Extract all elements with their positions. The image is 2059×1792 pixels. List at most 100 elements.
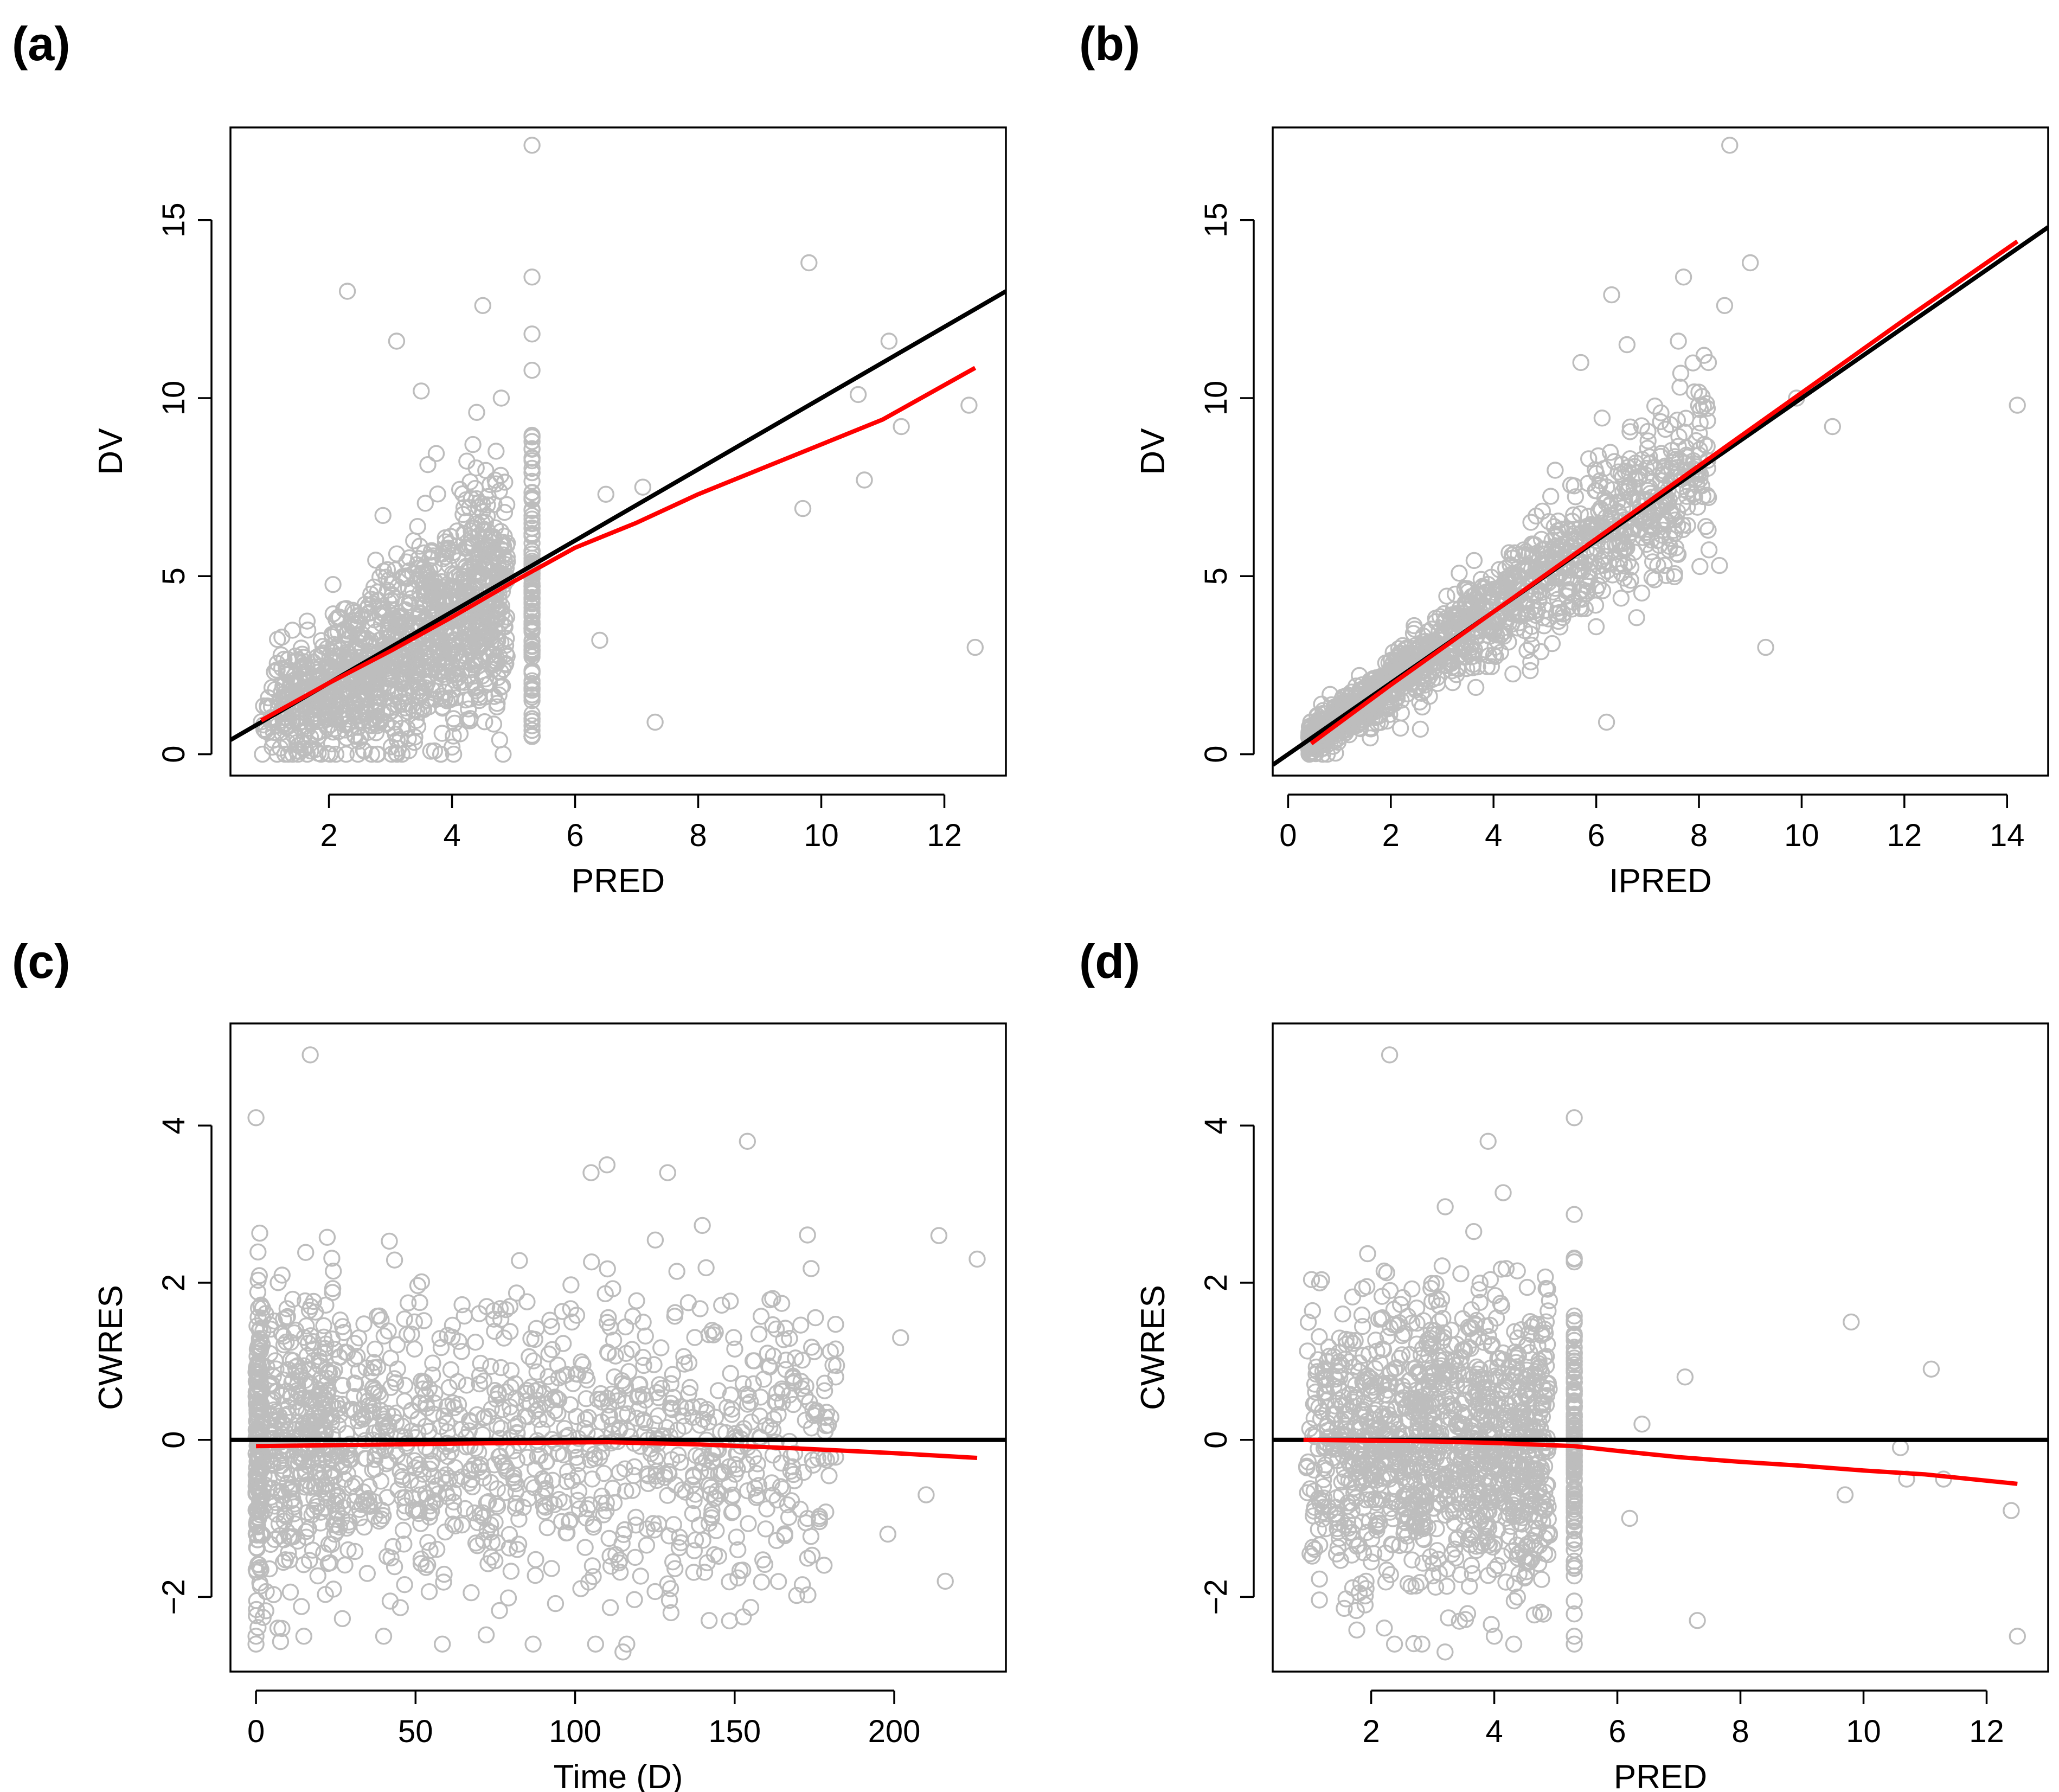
data-point — [722, 1386, 740, 1404]
data-point — [523, 608, 541, 626]
points-group — [253, 137, 984, 763]
data-point — [292, 1426, 309, 1443]
data-point — [646, 713, 664, 731]
data-point — [319, 745, 336, 763]
data-point — [707, 1409, 724, 1426]
data-point — [386, 656, 403, 674]
data-point — [523, 459, 541, 477]
data-point — [1322, 686, 1339, 703]
data-point — [662, 1394, 679, 1412]
data-point — [711, 1485, 729, 1503]
data-point — [361, 604, 379, 622]
data-point — [601, 1319, 619, 1336]
data-point — [799, 1550, 817, 1567]
data-point — [247, 1109, 265, 1127]
data-point — [250, 1300, 267, 1317]
data-point — [409, 1277, 427, 1294]
data-point — [333, 1610, 351, 1628]
data-point — [298, 612, 316, 630]
data-point — [470, 498, 488, 516]
data-point — [637, 1327, 654, 1345]
data-point — [724, 1503, 742, 1520]
data-point — [375, 1628, 393, 1645]
x-tick-label-10: 10 — [804, 818, 839, 853]
data-point — [1646, 459, 1664, 477]
data-point — [249, 1508, 267, 1526]
data-point — [409, 718, 427, 735]
data-point — [286, 1421, 303, 1439]
data-point — [412, 1555, 430, 1572]
data-point — [1457, 594, 1474, 612]
data-point — [523, 642, 541, 660]
data-point — [767, 1320, 785, 1338]
data-point — [611, 1564, 629, 1581]
data-point — [396, 1310, 413, 1328]
data-point — [728, 1528, 746, 1546]
data-point — [492, 1310, 510, 1328]
data-point — [1507, 573, 1524, 590]
data-point — [453, 1516, 471, 1534]
plot-frame — [1272, 126, 2049, 777]
data-point — [249, 1478, 267, 1496]
data-point — [348, 615, 365, 632]
data-point — [263, 679, 281, 696]
data-point — [1504, 665, 1522, 683]
data-point — [489, 1480, 506, 1497]
data-point — [709, 1382, 727, 1399]
data-point — [685, 1468, 702, 1486]
x-tick-label-2: 2 — [1382, 818, 1400, 853]
data-point — [772, 1478, 790, 1495]
data-point — [1678, 498, 1696, 516]
data-point — [406, 1313, 423, 1330]
data-point — [453, 665, 470, 682]
data-point — [1611, 555, 1628, 572]
data-point — [750, 1326, 768, 1343]
data-point — [611, 1464, 628, 1481]
data-point — [559, 1463, 576, 1481]
data-point — [1656, 556, 1673, 574]
data-point — [1399, 685, 1416, 703]
data-point — [1299, 1314, 1317, 1331]
data-point — [523, 484, 541, 502]
data-point — [523, 717, 541, 734]
data-point — [445, 727, 462, 745]
data-point — [849, 386, 867, 404]
data-point — [353, 1420, 370, 1438]
data-point — [287, 647, 304, 665]
data-point — [375, 562, 393, 580]
data-point — [337, 745, 355, 763]
data-point — [482, 1358, 499, 1375]
data-point — [427, 445, 445, 462]
data-point — [523, 520, 541, 537]
data-point — [471, 649, 489, 667]
data-point — [1393, 692, 1410, 709]
data-point — [428, 1540, 446, 1558]
x-tick-label-100: 100 — [549, 1714, 601, 1749]
plot-frame — [229, 1022, 1007, 1673]
data-point — [248, 1375, 266, 1393]
data-point — [775, 1331, 792, 1348]
data-point — [599, 1260, 616, 1278]
data-point — [811, 1513, 828, 1531]
data-point — [248, 1518, 266, 1535]
data-point — [773, 1295, 791, 1312]
data-point — [394, 1521, 412, 1539]
data-point — [409, 518, 426, 535]
data-point — [492, 633, 510, 651]
data-point — [815, 1557, 833, 1574]
data-point — [248, 1501, 265, 1518]
y-axis-title: DV — [1134, 428, 1172, 475]
data-point — [1658, 567, 1675, 584]
data-point — [487, 475, 505, 492]
data-point — [1600, 555, 1618, 572]
data-point — [529, 1448, 547, 1465]
data-point — [441, 639, 459, 657]
data-point — [739, 1396, 756, 1413]
data-point — [293, 1465, 310, 1482]
data-point — [681, 1379, 699, 1396]
data-point — [297, 687, 315, 704]
data-point — [437, 533, 454, 551]
data-point — [720, 1458, 738, 1476]
data-point — [676, 1355, 693, 1373]
data-point — [1327, 744, 1344, 762]
